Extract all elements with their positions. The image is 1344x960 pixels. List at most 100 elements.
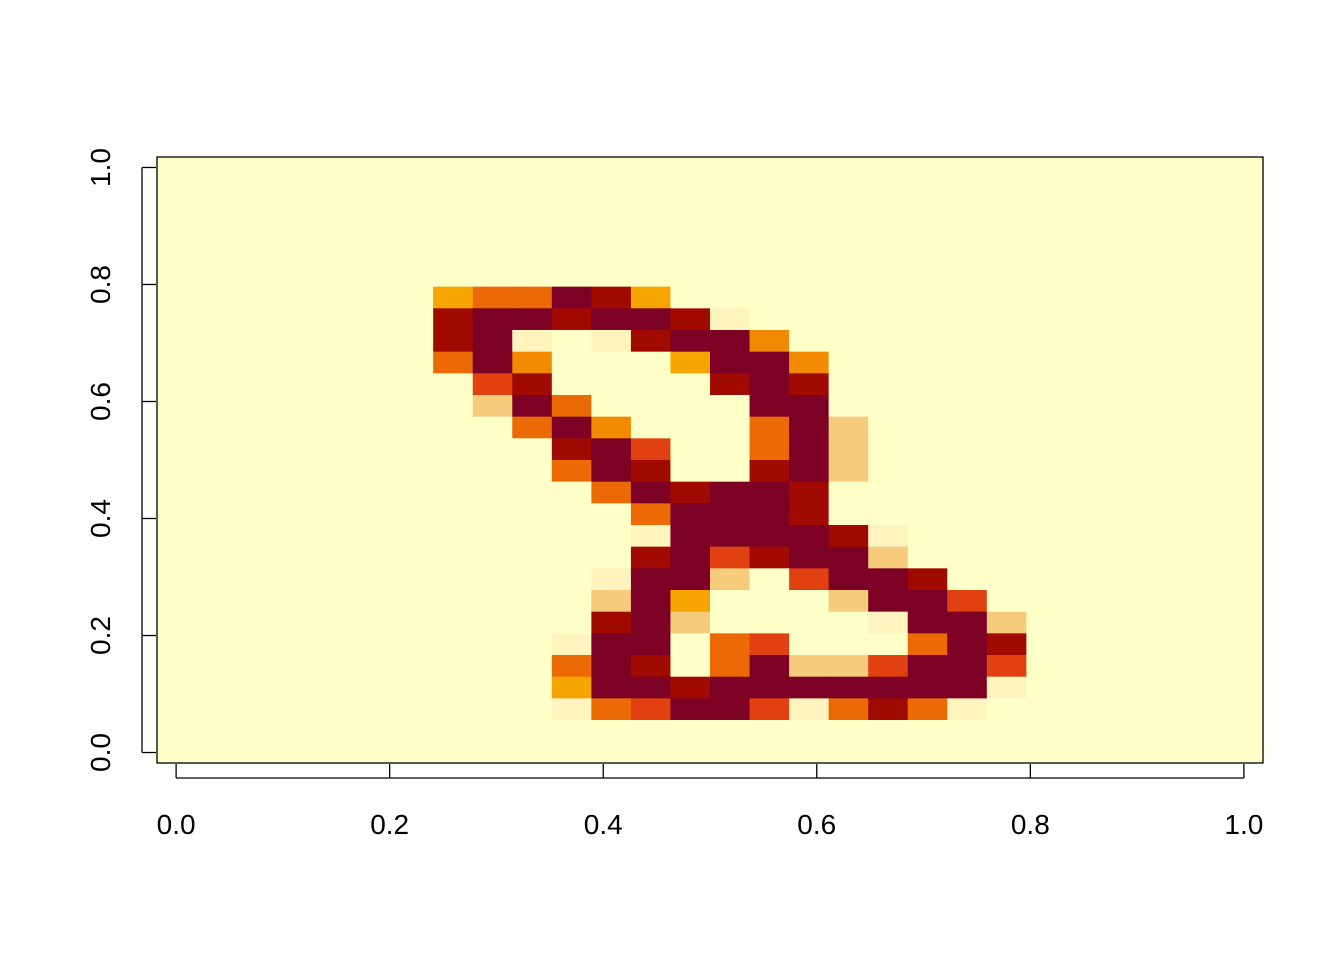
heatmap-cell xyxy=(512,677,552,699)
heatmap-cell xyxy=(1105,525,1145,547)
heatmap-cell xyxy=(433,330,473,352)
heatmap-cell xyxy=(1105,222,1145,244)
heatmap-cell xyxy=(354,243,394,265)
heatmap-cell xyxy=(473,698,513,720)
heatmap-cell xyxy=(433,482,473,504)
heatmap-cell xyxy=(1145,417,1185,439)
heatmap-cell xyxy=(868,157,908,179)
heatmap-cell xyxy=(1105,720,1145,742)
heatmap-cell xyxy=(1066,417,1106,439)
heatmap-cell xyxy=(829,677,869,699)
heatmap-cell xyxy=(1185,395,1225,417)
heatmap-cell xyxy=(196,395,236,417)
heatmap-cell xyxy=(789,243,829,265)
heatmap-cell xyxy=(156,590,196,612)
heatmap-cell xyxy=(947,460,987,482)
heatmap-cell xyxy=(591,243,631,265)
heatmap-cell xyxy=(473,590,513,612)
heatmap-cell xyxy=(196,243,236,265)
heatmap-cell xyxy=(156,287,196,309)
heatmap-cell xyxy=(829,200,869,222)
heatmap-cell xyxy=(512,742,552,764)
heatmap-cell xyxy=(947,482,987,504)
heatmap-cell xyxy=(156,720,196,742)
heatmap-cell xyxy=(1224,460,1264,482)
heatmap-cell xyxy=(710,287,750,309)
heatmap-cell xyxy=(552,677,592,699)
heatmap-cell xyxy=(394,633,434,655)
heatmap-cell xyxy=(710,720,750,742)
heatmap-cell xyxy=(1066,265,1106,287)
heatmap-cell xyxy=(196,698,236,720)
heatmap-cell xyxy=(631,438,671,460)
heatmap-cell xyxy=(354,395,394,417)
heatmap-cell xyxy=(433,265,473,287)
heatmap-cell xyxy=(631,222,671,244)
heatmap-cell xyxy=(1185,568,1225,590)
heatmap-cell xyxy=(1224,243,1264,265)
heatmap-cell xyxy=(750,503,790,525)
heatmap-cell xyxy=(512,482,552,504)
heatmap-cell xyxy=(315,287,355,309)
heatmap-cell xyxy=(1026,330,1066,352)
heatmap-cell xyxy=(1145,742,1185,764)
heatmap-cell xyxy=(512,243,552,265)
heatmap-cell xyxy=(750,200,790,222)
heatmap-cell xyxy=(315,222,355,244)
heatmap-cell xyxy=(829,308,869,330)
heatmap-cell xyxy=(433,200,473,222)
heatmap-cell xyxy=(631,590,671,612)
heatmap-cell xyxy=(591,590,631,612)
heatmap-cell xyxy=(315,633,355,655)
heatmap-cell xyxy=(829,157,869,179)
heatmap-cell xyxy=(196,157,236,179)
heatmap-cell xyxy=(275,438,315,460)
heatmap-cell xyxy=(196,590,236,612)
heatmap-cell xyxy=(868,460,908,482)
heatmap-cell xyxy=(552,417,592,439)
heatmap-cell xyxy=(750,677,790,699)
heatmap-cell xyxy=(908,655,948,677)
heatmap-cell xyxy=(868,568,908,590)
heatmap-cell xyxy=(473,742,513,764)
heatmap-cell xyxy=(394,157,434,179)
heatmap-cell xyxy=(552,655,592,677)
heatmap-cell xyxy=(1145,547,1185,569)
heatmap-cell xyxy=(512,395,552,417)
heatmap-cell xyxy=(670,200,710,222)
heatmap-cell xyxy=(789,308,829,330)
heatmap-cell xyxy=(433,633,473,655)
heatmap-cell xyxy=(433,243,473,265)
heatmap-cell xyxy=(512,265,552,287)
heatmap-cell xyxy=(868,720,908,742)
heatmap-cell xyxy=(750,330,790,352)
heatmap-cell xyxy=(1185,742,1225,764)
heatmap-cell xyxy=(354,308,394,330)
heatmap-cell xyxy=(1066,503,1106,525)
heatmap-cell xyxy=(1224,352,1264,374)
heatmap-cell xyxy=(552,503,592,525)
heatmap-cell xyxy=(908,308,948,330)
heatmap-cell xyxy=(394,568,434,590)
heatmap-cell xyxy=(512,417,552,439)
heatmap-cell xyxy=(235,330,275,352)
heatmap-cell xyxy=(275,633,315,655)
heatmap-cell xyxy=(1026,265,1066,287)
heatmap-cell xyxy=(670,395,710,417)
heatmap-cell xyxy=(1224,525,1264,547)
heatmap-cell xyxy=(1185,438,1225,460)
heatmap-cell xyxy=(235,503,275,525)
heatmap-cell xyxy=(512,612,552,634)
heatmap-cell xyxy=(1224,222,1264,244)
heatmap-cell xyxy=(354,222,394,244)
heatmap-cell xyxy=(908,395,948,417)
heatmap-cell xyxy=(750,373,790,395)
heatmap-cell xyxy=(473,525,513,547)
heatmap-cell xyxy=(789,655,829,677)
heatmap-cell xyxy=(868,352,908,374)
heatmap-cell xyxy=(552,222,592,244)
heatmap-cell xyxy=(394,742,434,764)
heatmap-cell xyxy=(987,460,1027,482)
heatmap-cell xyxy=(670,568,710,590)
heatmap-cell xyxy=(275,655,315,677)
